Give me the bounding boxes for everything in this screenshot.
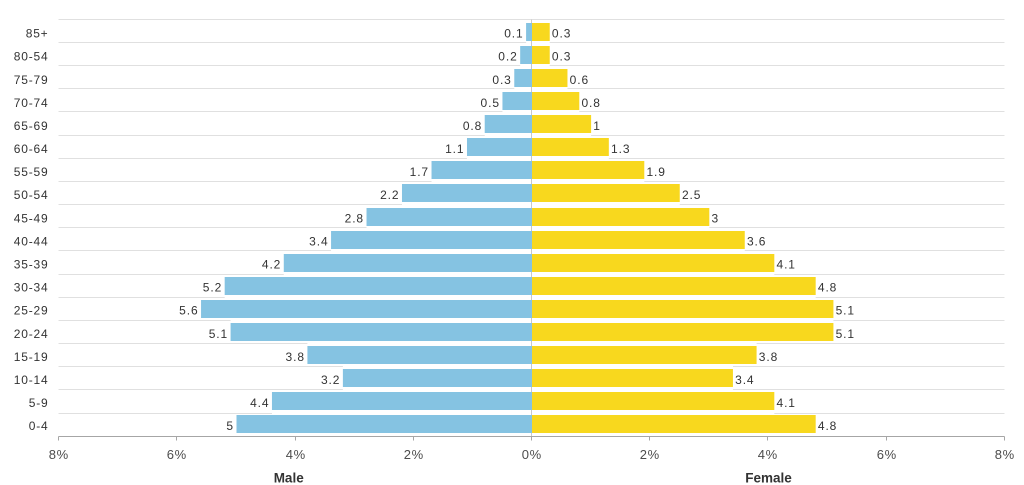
svg-text:0.3: 0.3 [492, 73, 511, 87]
svg-text:0.3: 0.3 [552, 50, 571, 64]
svg-text:3.8: 3.8 [759, 350, 778, 364]
svg-text:8%: 8% [995, 447, 1015, 462]
svg-text:5: 5 [226, 419, 234, 433]
svg-text:8%: 8% [49, 447, 69, 462]
svg-text:0.8: 0.8 [581, 96, 600, 110]
svg-text:3.2: 3.2 [321, 373, 340, 387]
svg-text:50-54: 50-54 [14, 188, 49, 202]
svg-text:70-74: 70-74 [14, 96, 49, 110]
svg-text:55-59: 55-59 [14, 165, 49, 179]
svg-text:65-69: 65-69 [14, 119, 49, 133]
svg-text:2%: 2% [640, 447, 660, 462]
svg-text:4.1: 4.1 [777, 396, 796, 410]
svg-text:0.6: 0.6 [570, 73, 589, 87]
svg-text:5.2: 5.2 [203, 281, 222, 295]
svg-text:0-4: 0-4 [29, 419, 49, 433]
svg-text:Female: Female [745, 470, 792, 485]
svg-text:80-54: 80-54 [14, 50, 49, 64]
svg-text:4%: 4% [758, 447, 778, 462]
svg-text:25-29: 25-29 [14, 304, 49, 318]
svg-text:4.2: 4.2 [262, 258, 281, 272]
svg-text:10-14: 10-14 [14, 373, 49, 387]
svg-text:5.1: 5.1 [836, 327, 855, 341]
svg-text:1: 1 [593, 119, 601, 133]
svg-text:60-64: 60-64 [14, 142, 49, 156]
svg-text:3.4: 3.4 [309, 234, 328, 248]
svg-text:1.1: 1.1 [445, 142, 464, 156]
svg-text:45-49: 45-49 [14, 211, 49, 225]
svg-text:0.5: 0.5 [481, 96, 500, 110]
svg-text:1.7: 1.7 [410, 165, 429, 179]
svg-text:6%: 6% [167, 447, 187, 462]
svg-text:5.1: 5.1 [209, 327, 228, 341]
svg-text:40-44: 40-44 [14, 234, 49, 248]
svg-text:2.8: 2.8 [345, 211, 364, 225]
svg-text:6%: 6% [877, 447, 897, 462]
svg-text:4%: 4% [286, 447, 306, 462]
svg-text:3: 3 [712, 211, 720, 225]
svg-text:35-39: 35-39 [14, 258, 49, 272]
svg-text:4.4: 4.4 [250, 396, 269, 410]
svg-text:2.5: 2.5 [682, 188, 701, 202]
svg-text:0.1: 0.1 [504, 27, 523, 41]
svg-text:1.9: 1.9 [646, 165, 665, 179]
svg-text:85+: 85+ [26, 27, 49, 41]
svg-text:3.6: 3.6 [747, 234, 766, 248]
svg-text:20-24: 20-24 [14, 327, 49, 341]
svg-text:4.1: 4.1 [777, 258, 796, 272]
svg-text:5-9: 5-9 [29, 396, 49, 410]
svg-text:5.1: 5.1 [836, 304, 855, 318]
svg-text:4.8: 4.8 [818, 281, 837, 295]
svg-text:2%: 2% [404, 447, 424, 462]
svg-text:0.2: 0.2 [498, 50, 517, 64]
svg-text:3.4: 3.4 [735, 373, 754, 387]
svg-text:1.3: 1.3 [611, 142, 630, 156]
svg-text:15-19: 15-19 [14, 350, 49, 364]
svg-text:30-34: 30-34 [14, 281, 49, 295]
svg-text:0%: 0% [522, 447, 542, 462]
svg-text:75-79: 75-79 [14, 73, 49, 87]
svg-text:0.3: 0.3 [552, 27, 571, 41]
svg-text:Male: Male [274, 470, 305, 485]
svg-text:5.6: 5.6 [179, 304, 198, 318]
svg-text:0.8: 0.8 [463, 119, 482, 133]
svg-text:4.8: 4.8 [818, 419, 837, 433]
svg-text:2.2: 2.2 [380, 188, 399, 202]
svg-text:3.8: 3.8 [286, 350, 305, 364]
